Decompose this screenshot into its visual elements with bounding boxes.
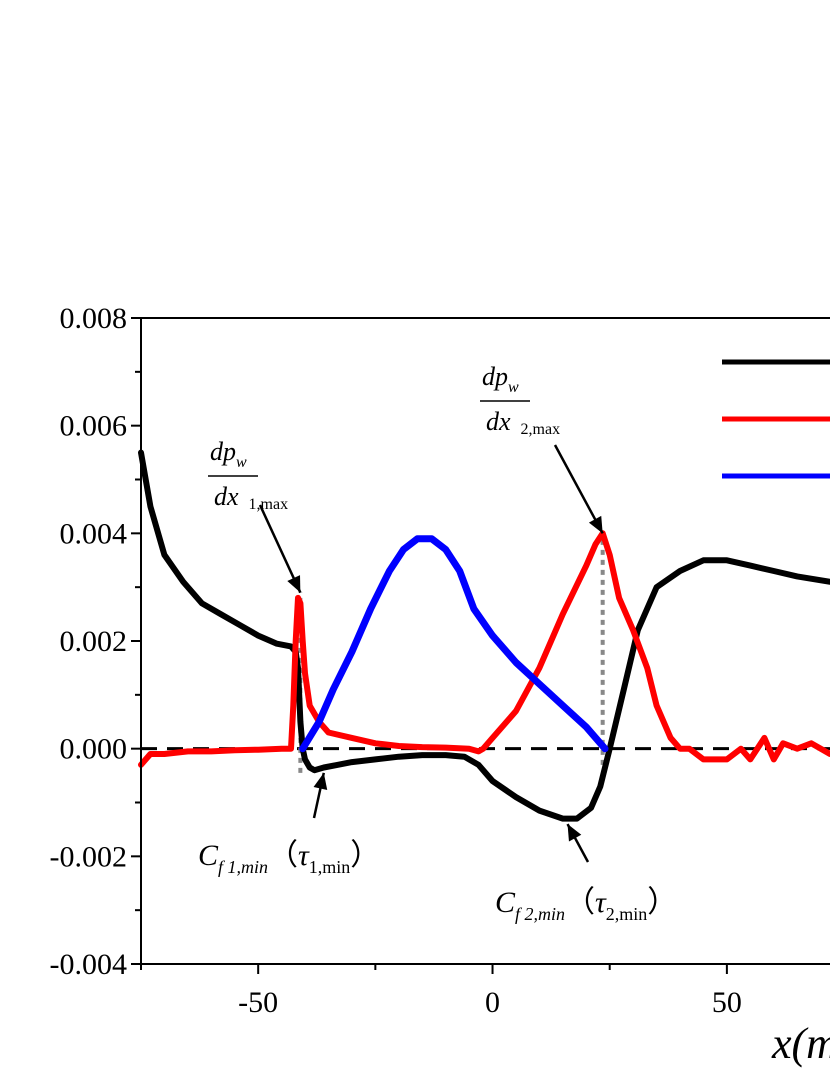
y-tick-label: 0.002 <box>60 625 128 658</box>
y-tick-label: 0.004 <box>60 517 128 550</box>
y-tick-label: 0.000 <box>60 733 128 766</box>
annotation-arrow <box>553 444 604 534</box>
annotation-numerator: dpw <box>482 362 519 396</box>
x-tick-label: 0 <box>485 986 500 1019</box>
y-tick-label: 0.008 <box>60 302 128 335</box>
annotation-arrow-head <box>287 575 301 593</box>
x-tick-label: 50 <box>712 986 742 1019</box>
x-axis-label: x(m <box>771 1019 830 1068</box>
annotation-denominator: dx 2,max <box>486 407 560 438</box>
legend <box>722 359 830 479</box>
annotation-numerator: dpw <box>210 437 247 471</box>
annotation-arrow-head <box>588 515 603 534</box>
series-line-2 <box>138 530 830 768</box>
annotation-label: Cf 1,min（τ1,min） <box>198 839 380 877</box>
y-tick-label: -0.004 <box>50 948 128 981</box>
y-tick-label: -0.002 <box>50 840 128 873</box>
annotations: dpw dx 1,max dpw dx 2,max Cf 1,min（τ1,min） Cf 2… <box>198 362 677 924</box>
ticks: -0.004 -0.002 0.000 0.002 0.004 0.006 0.008 -50… <box>50 302 742 1019</box>
series-group <box>138 449 830 822</box>
annotation-label: Cf 2,min（τ2,min） <box>495 886 677 924</box>
annotation-arrow-head <box>313 772 328 791</box>
y-tick-label: 0.006 <box>60 410 128 443</box>
annotation-arrow <box>258 504 302 594</box>
series-line-3 <box>299 535 609 753</box>
annotation-arrow-head <box>567 824 582 842</box>
x-tick-label: -50 <box>238 986 278 1019</box>
reference-lines <box>141 533 830 773</box>
annotation-denominator: dx 1,max <box>214 482 288 513</box>
series-line-1 <box>138 449 830 822</box>
